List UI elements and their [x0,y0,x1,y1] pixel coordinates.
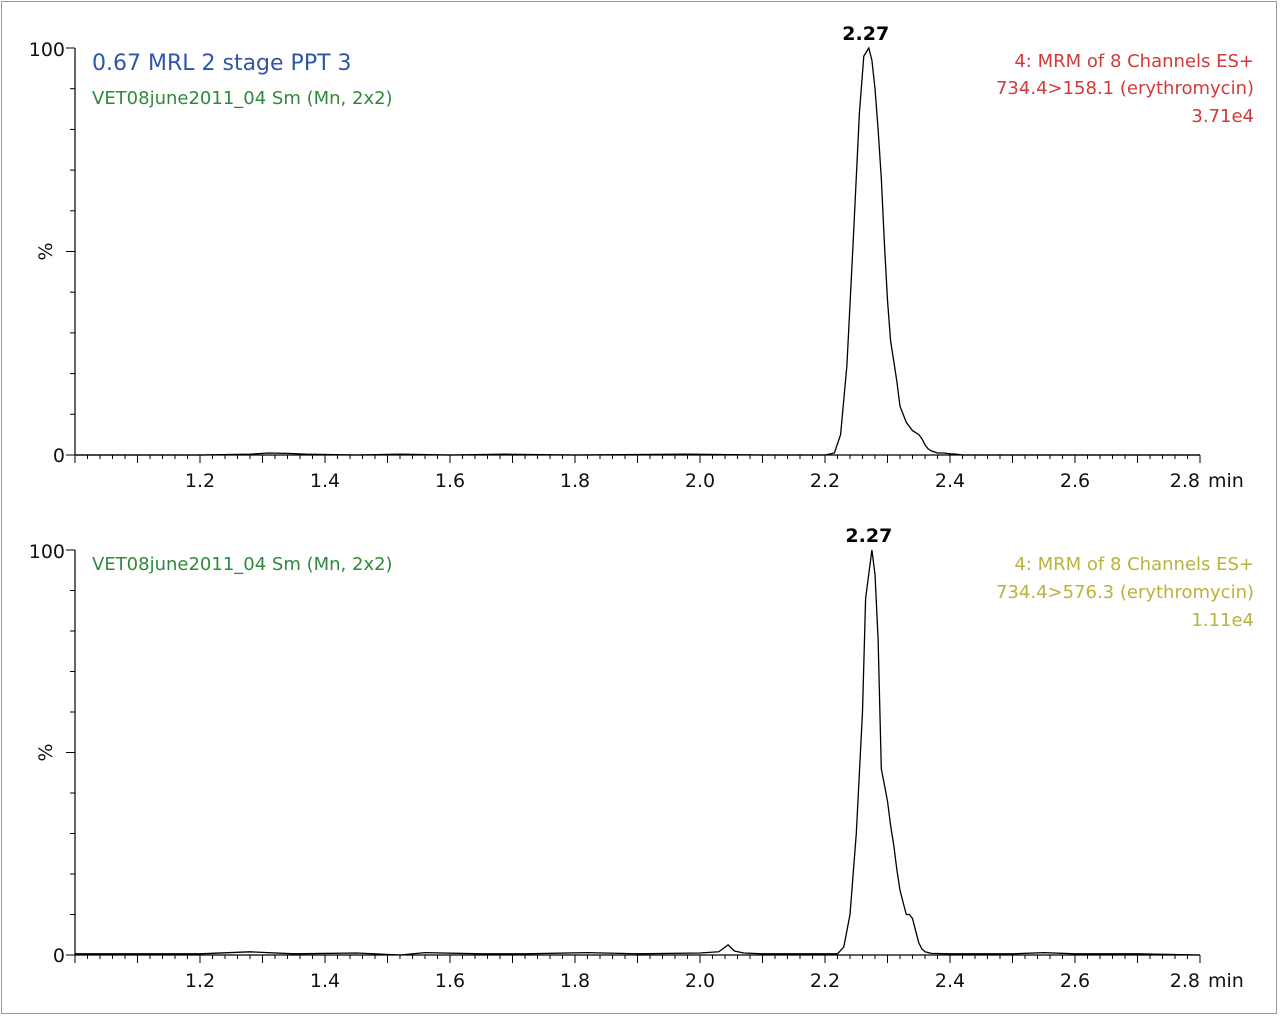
info-line-transition: 734.4>158.1 (erythromycin) [996,78,1254,99]
x-tick-label: 2.6 [1060,470,1090,492]
y-axis-label: % [35,743,57,761]
x-tick-label: 1.8 [560,470,590,492]
y-tick-label-0: 0 [53,445,65,467]
x-axis-unit: min [1208,970,1244,992]
info-line-transition: 734.4>576.3 (erythromycin) [996,582,1254,603]
x-tick-label: 1.4 [310,970,340,992]
x-tick-label: 2.2 [810,470,840,492]
x-tick-label: 1.2 [185,970,215,992]
x-tick-labels: 1.2 1.4 1.6 1.8 2.0 2.2 2.4 2.6 2.8 [185,970,1200,992]
x-tick-label: 1.2 [185,470,215,492]
chart-subtitle: VET08june2011_04 Sm (Mn, 2x2) [92,554,393,575]
x-tick-label: 2.4 [935,470,965,492]
x-axis-unit: min [1208,470,1244,492]
y-tick-label-0: 0 [53,945,65,967]
y-tick-label-100: 100 [29,39,65,61]
y-axis-label: % [35,242,57,260]
x-tick-label: 2.0 [685,470,715,492]
x-tick-label: 2.4 [935,970,965,992]
x-tick-label: 2.6 [1060,970,1090,992]
y-axis-ticks [66,47,75,456]
y-tick-label-100: 100 [29,541,65,563]
peak-label: 2.27 [842,23,889,45]
series-line-trace-1 [75,46,1200,456]
x-tick-label: 1.4 [310,470,340,492]
chart-title: 0.67 MRL 2 stage PPT 3 [92,51,352,76]
chromatogram-panel-2: 100 0 % 1.2 1.4 1.6 1.8 2.0 2.2 2.4 2.6 2.8 min … [29,525,1254,992]
x-tick-label: 2.2 [810,970,840,992]
x-tick-label: 1.6 [435,970,465,992]
info-line-intensity: 1.11e4 [1191,610,1254,631]
series-line-trace-2 [75,549,1201,956]
info-line-channel: 4: MRM of 8 Channels ES+ [1014,554,1254,575]
y-axis-ticks [66,549,75,956]
info-line-channel: 4: MRM of 8 Channels ES+ [1014,51,1254,72]
chart-subtitle: VET08june2011_04 Sm (Mn, 2x2) [92,88,393,109]
x-axis-ticks [74,455,1201,463]
x-tick-labels: 1.2 1.4 1.6 1.8 2.0 2.2 2.4 2.6 2.8 [185,470,1200,492]
x-tick-label: 2.0 [685,970,715,992]
x-axis-ticks [74,955,1201,963]
peak-label: 2.27 [845,525,892,547]
x-tick-label: 2.8 [1170,470,1200,492]
chromatogram-panel-1: 100 0 % 1.2 1.4 1.6 1.8 2.0 2.2 2.4 2.6 2.8 min … [29,23,1254,492]
info-line-intensity: 3.71e4 [1191,106,1254,127]
x-tick-label: 1.6 [435,470,465,492]
x-tick-label: 1.8 [560,970,590,992]
x-tick-label: 2.8 [1170,970,1200,992]
